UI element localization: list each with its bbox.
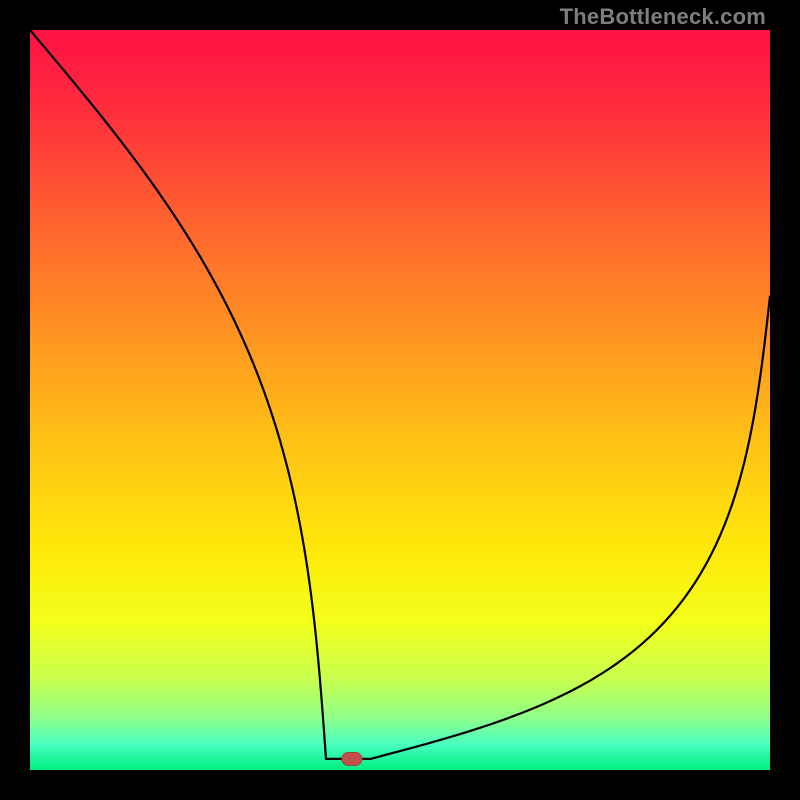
background-gradient [30, 30, 770, 770]
frame-bottom [0, 770, 800, 800]
frame-left [0, 0, 30, 800]
watermark-text: TheBottleneck.com [560, 4, 766, 30]
chart-svg [30, 30, 770, 770]
plot-area [30, 30, 770, 770]
frame-right [770, 0, 800, 800]
optimum-marker [342, 752, 363, 765]
